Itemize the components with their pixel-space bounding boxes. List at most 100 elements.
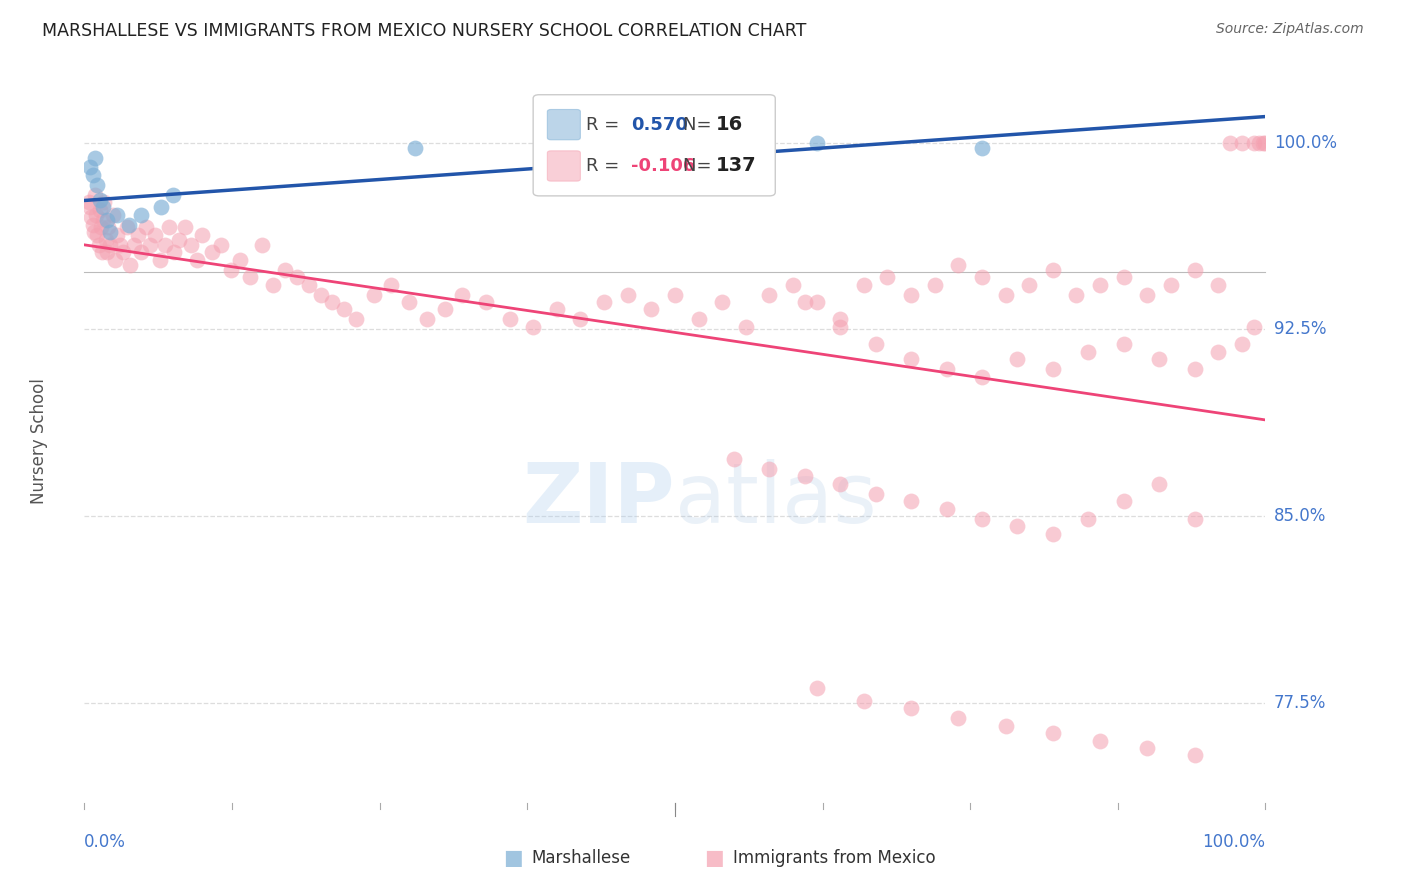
FancyBboxPatch shape (533, 95, 775, 196)
Point (87, 237, 110, 252)
Point (96, 212, 118, 227)
Point (522, 320, 544, 334)
Text: MARSHALLESE VS IMMIGRANTS FROM MEXICO NURSERY SCHOOL CORRELATION CHART: MARSHALLESE VS IMMIGRANTS FROM MEXICO NU… (42, 22, 807, 40)
Point (107, 208, 129, 222)
Point (153, 237, 176, 252)
Point (79, 161, 101, 175)
Point (451, 287, 474, 301)
Point (1184, 362, 1206, 376)
Point (900, 494, 922, 508)
Point (107, 227, 129, 242)
Text: 16: 16 (716, 115, 744, 134)
Point (1160, 277, 1182, 292)
Point (229, 252, 252, 267)
Point (711, 295, 734, 310)
Point (84, 187, 107, 202)
Text: Marshallese: Marshallese (531, 849, 631, 867)
Point (104, 252, 127, 267)
Point (1243, 320, 1265, 334)
Point (970, 140, 993, 154)
Point (309, 287, 332, 301)
Point (852, 277, 875, 292)
Point (91, 200, 114, 214)
Point (82, 218, 104, 232)
Point (758, 287, 780, 301)
FancyBboxPatch shape (547, 110, 581, 140)
Point (793, 469, 815, 483)
Point (89, 202, 111, 217)
Point (404, 140, 426, 154)
Point (569, 312, 592, 326)
Point (970, 369, 993, 384)
Point (262, 277, 284, 292)
Point (97, 220, 120, 235)
Text: 100.0%: 100.0% (1202, 833, 1265, 851)
Point (250, 237, 273, 252)
Point (98, 225, 121, 239)
Point (1042, 726, 1064, 740)
Point (129, 208, 152, 222)
Point (433, 302, 456, 317)
Point (80, 211, 103, 225)
Point (1254, 136, 1277, 150)
Point (101, 208, 124, 222)
Point (162, 187, 184, 202)
Point (830, 320, 852, 334)
Text: 0.570: 0.570 (631, 116, 688, 134)
Point (89, 193, 111, 207)
Point (167, 233, 190, 247)
Point (1112, 270, 1135, 285)
Text: 100.0%: 100.0% (1274, 134, 1337, 152)
Point (948, 711, 970, 725)
Point (82, 168, 104, 182)
Point (94, 233, 117, 247)
Point (91, 212, 114, 227)
Point (93, 195, 115, 210)
Text: 137: 137 (716, 156, 756, 176)
Point (806, 136, 828, 150)
Point (77, 195, 100, 210)
Point (150, 200, 173, 214)
Point (191, 227, 214, 242)
Point (143, 227, 166, 242)
Point (935, 362, 957, 376)
Point (333, 302, 356, 317)
Point (546, 302, 568, 317)
Point (688, 312, 710, 326)
Text: ZIP: ZIP (523, 458, 675, 540)
Point (616, 287, 638, 301)
Point (1230, 136, 1253, 150)
Point (98, 237, 121, 252)
Point (1184, 748, 1206, 763)
Point (173, 220, 195, 235)
Point (122, 237, 145, 252)
Point (84, 151, 107, 165)
FancyBboxPatch shape (547, 151, 581, 181)
Point (1112, 494, 1135, 508)
Point (793, 295, 815, 310)
Point (1007, 519, 1029, 533)
Text: ■: ■ (503, 848, 523, 868)
Point (806, 681, 828, 696)
Point (135, 220, 157, 235)
Point (219, 262, 242, 277)
Text: 0.0%: 0.0% (84, 833, 127, 851)
Point (664, 287, 686, 301)
Text: -0.106: -0.106 (631, 157, 696, 175)
Point (1136, 741, 1159, 756)
Text: Nursery School: Nursery School (31, 378, 48, 505)
Point (285, 270, 308, 285)
Point (865, 487, 887, 501)
Text: N=: N= (683, 157, 717, 175)
Text: N=: N= (683, 116, 717, 134)
Point (970, 270, 993, 285)
Point (416, 312, 439, 326)
Point (1230, 337, 1253, 351)
Point (180, 237, 202, 252)
Point (1088, 277, 1111, 292)
Point (344, 312, 367, 326)
Point (994, 718, 1017, 732)
Point (91, 245, 114, 260)
Point (118, 218, 141, 232)
Point (129, 245, 152, 260)
